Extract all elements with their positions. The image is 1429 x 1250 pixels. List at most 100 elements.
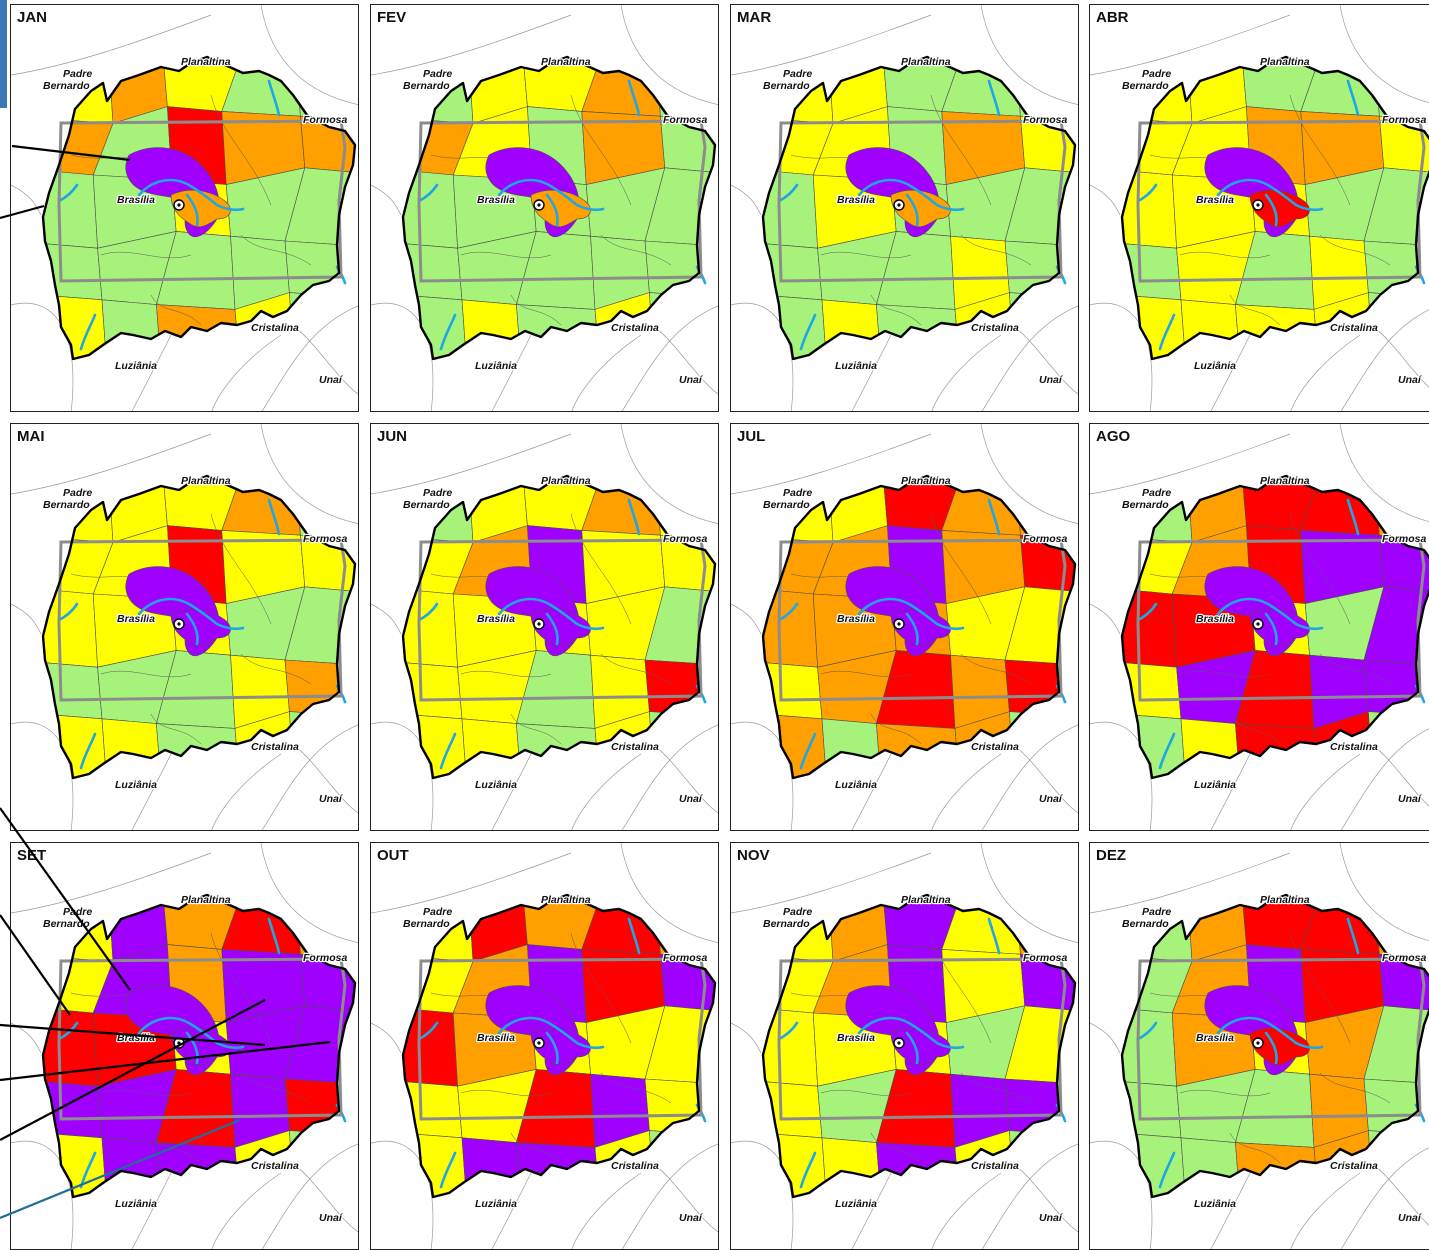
city-label-padre: Padre — [783, 487, 812, 499]
city-label-brasilia: Brasília — [477, 613, 515, 625]
city-label-cristalina: Cristalina — [971, 741, 1019, 753]
road-line — [1090, 603, 1121, 635]
city-label-bernardo: Bernardo — [763, 499, 810, 511]
drainage-lines — [430, 932, 672, 1164]
sub-basin — [403, 243, 463, 301]
river — [1136, 1021, 1158, 1041]
brasilia-marker-icon — [533, 1037, 545, 1049]
drainage-line — [1289, 932, 1351, 1044]
sub-basin — [941, 895, 1021, 955]
city-label-brasilia: Brasília — [837, 1032, 875, 1044]
road-line — [1290, 753, 1361, 830]
drainage-line — [570, 94, 632, 206]
road-line — [620, 424, 718, 524]
brasilia-center-region — [890, 1027, 951, 1066]
city-label-bernardo: Bernardo — [763, 80, 810, 92]
sub-basin — [101, 1137, 162, 1197]
brasilia-center-region — [530, 189, 591, 228]
sub-basin — [581, 895, 661, 955]
brasilia-marker-icon — [1252, 199, 1264, 211]
month-map-panel: Padre Bernardo Planaltina Formosa Brasília Cr… — [1089, 4, 1429, 412]
basin-outline — [41, 55, 357, 361]
city-label-luziania: Luziânia — [1194, 360, 1236, 372]
drainage-line — [600, 234, 672, 266]
brasilia-center-region — [170, 189, 231, 228]
sub-basin — [1004, 240, 1075, 298]
month-map-panel: Padre Bernardo Planaltina Formosa Brasília Cr… — [730, 4, 1079, 412]
drainage-line — [870, 1132, 922, 1164]
road-line — [261, 724, 358, 830]
city-label-cristalina: Cristalina — [971, 322, 1019, 334]
river — [905, 193, 919, 227]
drainage-line — [210, 94, 272, 206]
drainage-line — [100, 670, 192, 678]
river — [1136, 602, 1158, 622]
basin-outline — [401, 474, 717, 780]
road-line — [1210, 1172, 1251, 1249]
city-label-planaltina: Planaltina — [541, 56, 591, 68]
road-line — [981, 305, 1078, 411]
sub-basin — [43, 243, 103, 301]
road-line — [11, 184, 42, 216]
sub-basin — [43, 713, 107, 778]
sub-basin — [461, 1137, 522, 1197]
road-line — [931, 753, 1002, 830]
sub-basin — [1300, 57, 1380, 117]
drainage-line — [100, 251, 192, 259]
sub-basin — [581, 476, 661, 536]
month-label: ABR — [1096, 9, 1129, 26]
brasilia-marker-icon — [893, 1037, 905, 1049]
month-label: FEV — [377, 9, 407, 26]
sub-basin — [763, 1081, 823, 1139]
city-label-padre: Padre — [1142, 68, 1171, 80]
city-label-planaltina: Planaltina — [541, 475, 591, 487]
sub-basin — [43, 1007, 98, 1087]
month-label: NOV — [737, 847, 770, 864]
drainage-line — [570, 932, 632, 1044]
river — [185, 612, 199, 646]
sub-basin — [43, 294, 107, 359]
city-label-bernardo: Bernardo — [1122, 499, 1169, 511]
river — [987, 917, 1001, 955]
river — [575, 622, 605, 631]
river — [137, 597, 219, 626]
road-line — [571, 334, 642, 411]
road-line — [371, 1022, 402, 1054]
road-line — [980, 5, 1078, 105]
road-line — [621, 1143, 718, 1249]
sub-basin — [289, 711, 355, 778]
city-label-planaltina: Planaltina — [901, 894, 951, 906]
road-line — [1090, 852, 1291, 914]
city-label-formosa: Formosa — [1382, 114, 1427, 126]
city-label-unai: Unaí — [1398, 374, 1423, 386]
drainage-line — [1229, 294, 1281, 326]
basin-outline — [1120, 893, 1429, 1199]
sub-basin — [763, 588, 818, 668]
river — [1158, 1151, 1176, 1189]
sub-basin — [763, 713, 827, 778]
drainage-line — [460, 670, 552, 678]
sub-basin — [644, 1078, 715, 1136]
month-label: JUL — [737, 428, 766, 445]
road-line — [131, 334, 172, 411]
sub-basin — [43, 1132, 107, 1197]
road-line — [371, 14, 572, 76]
sub-basin — [941, 476, 1021, 536]
sub-basin — [1122, 243, 1182, 301]
city-label-planaltina: Planaltina — [181, 475, 231, 487]
river — [267, 79, 281, 117]
sub-basin — [581, 57, 661, 117]
sub-basin — [1004, 1078, 1075, 1136]
road-line — [371, 433, 572, 495]
sub-basin — [763, 243, 823, 301]
month-map-panel: Padre Bernardo Planaltina Formosa Brasília Cr… — [370, 4, 719, 412]
river — [799, 1151, 817, 1189]
road-line — [1090, 1022, 1121, 1054]
drainage-line — [1289, 94, 1351, 206]
distrito-federal-border — [417, 538, 707, 702]
background-roads — [1090, 843, 1429, 1249]
brasilia-center-region — [1249, 608, 1310, 647]
road-line — [650, 1162, 718, 1233]
road-line — [371, 184, 402, 216]
